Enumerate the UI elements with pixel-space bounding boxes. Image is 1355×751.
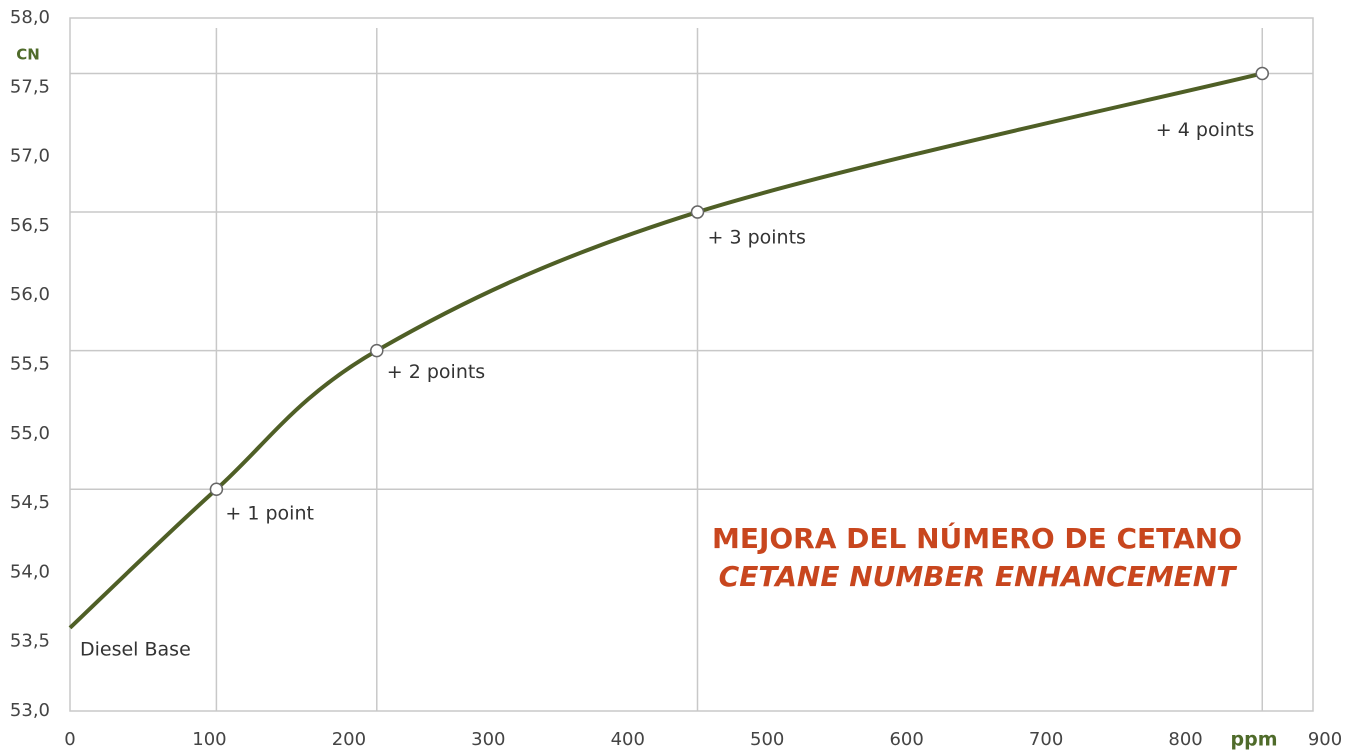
point bbox=[209, 482, 224, 496]
x-axis-label: ppm bbox=[1231, 729, 1278, 751]
y-tick-label: 58,0 bbox=[10, 7, 50, 28]
x-tick-label: 300 bbox=[471, 729, 505, 750]
point bbox=[1255, 66, 1269, 81]
x-tick-label: 0 bbox=[64, 729, 75, 750]
annotation: + 4 points bbox=[1156, 119, 1254, 141]
y-tick-label: 55,5 bbox=[10, 354, 50, 375]
chart-title: MEJORA DEL NÚMERO DE CETANO bbox=[712, 521, 1242, 555]
y-tick-label: 56,5 bbox=[10, 215, 50, 236]
x-tick-label: 500 bbox=[750, 729, 784, 750]
y-tick-label: 57,0 bbox=[10, 146, 50, 167]
x-tick-label: 700 bbox=[1029, 729, 1063, 750]
y-tick-label: 54,0 bbox=[10, 561, 50, 582]
x-tick-label: 600 bbox=[889, 729, 923, 750]
x-tick-label: 400 bbox=[611, 729, 645, 750]
point bbox=[690, 205, 705, 219]
line bbox=[68, 71, 1263, 630]
annotation: + 2 points bbox=[387, 361, 485, 383]
y-tick-label: 54,5 bbox=[10, 492, 50, 513]
point bbox=[370, 343, 384, 358]
x-tick-label: 200 bbox=[332, 729, 366, 750]
chart-subtitle: CETANE NUMBER ENHANCEMENT bbox=[719, 560, 1238, 593]
plot-frame bbox=[69, 17, 1314, 712]
y-tick-label: 57,5 bbox=[10, 76, 50, 97]
y-axis-label: CN bbox=[16, 46, 40, 64]
y-tick-label: 53,0 bbox=[10, 700, 50, 721]
x-tick-label: 800 bbox=[1168, 729, 1202, 750]
annotation: Diesel Base bbox=[80, 638, 191, 660]
y-tick-label: 55,0 bbox=[10, 423, 50, 444]
annotation: + 3 points bbox=[708, 227, 806, 249]
x-tick-label: 900 bbox=[1308, 729, 1342, 750]
x-tick-label: 100 bbox=[192, 729, 226, 750]
y-tick-label: 56,0 bbox=[10, 284, 50, 305]
y-tick-label: 53,5 bbox=[10, 631, 50, 652]
annotation: + 1 point bbox=[225, 503, 314, 525]
